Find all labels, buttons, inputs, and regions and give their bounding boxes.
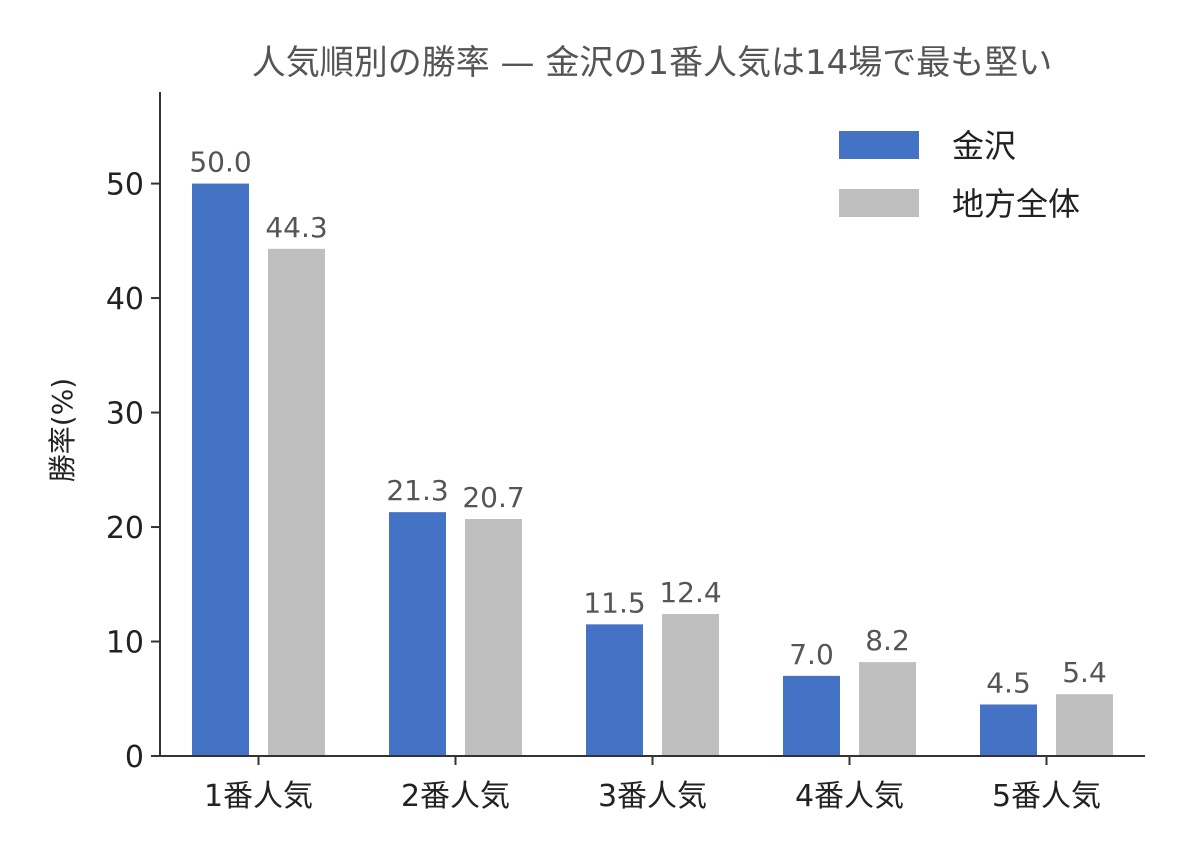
y-tick-label: 40 (106, 282, 144, 317)
x-tick-label: 2番人気 (401, 779, 510, 814)
bar-value-label: 12.4 (659, 576, 721, 609)
legend-label: 地方全体 (952, 185, 1080, 223)
bar-value-label: 50.0 (189, 146, 251, 179)
bar (465, 519, 522, 756)
legend-swatch (839, 189, 919, 217)
bar (268, 248, 325, 757)
bar-value-label: 8.2 (865, 624, 910, 657)
x-tick-label: 3番人気 (598, 779, 707, 814)
bar-value-label: 20.7 (462, 481, 524, 514)
chart-title: 人気順別の勝率 — 金沢の1番人気は14場で最も堅い (252, 43, 1053, 83)
bar-value-label: 5.4 (1062, 656, 1107, 689)
bar (1056, 694, 1113, 756)
bar-value-label: 44.3 (265, 211, 327, 244)
x-tick-label: 4番人気 (795, 779, 904, 814)
bar-value-label: 21.3 (386, 474, 448, 507)
bar (192, 183, 249, 757)
bar-value-label: 7.0 (789, 638, 834, 671)
legend-swatch (839, 131, 919, 159)
bar (389, 512, 446, 756)
y-tick-label: 20 (106, 511, 144, 546)
bar (662, 614, 719, 756)
y-axis-label: 勝率(%) (46, 378, 79, 482)
bar-value-label: 4.5 (986, 666, 1031, 699)
bar-value-label: 11.5 (583, 586, 645, 619)
bar (586, 624, 643, 756)
bar (859, 662, 916, 756)
bars (192, 183, 1113, 757)
legend-label: 金沢 (952, 127, 1016, 165)
y-tick-label: 50 (106, 168, 144, 203)
data-labels: 50.0 44.3 21.3 20.7 11.5 12.4 7.0 8.2 4.5 5.4 (189, 146, 1106, 700)
x-tick-label: 1番人気 (204, 779, 313, 814)
y-tick-label: 10 (106, 626, 144, 661)
y-axis-ticks: 0 10 20 30 40 50 (106, 168, 160, 775)
bar (980, 704, 1037, 756)
y-tick-label: 0 (125, 740, 144, 775)
bar (783, 675, 840, 756)
x-axis-ticks: 1番人気 2番人気 3番人気 4番人気 5番人気 (204, 756, 1101, 814)
x-tick-label: 5番人気 (992, 779, 1101, 814)
y-tick-label: 30 (106, 397, 144, 432)
